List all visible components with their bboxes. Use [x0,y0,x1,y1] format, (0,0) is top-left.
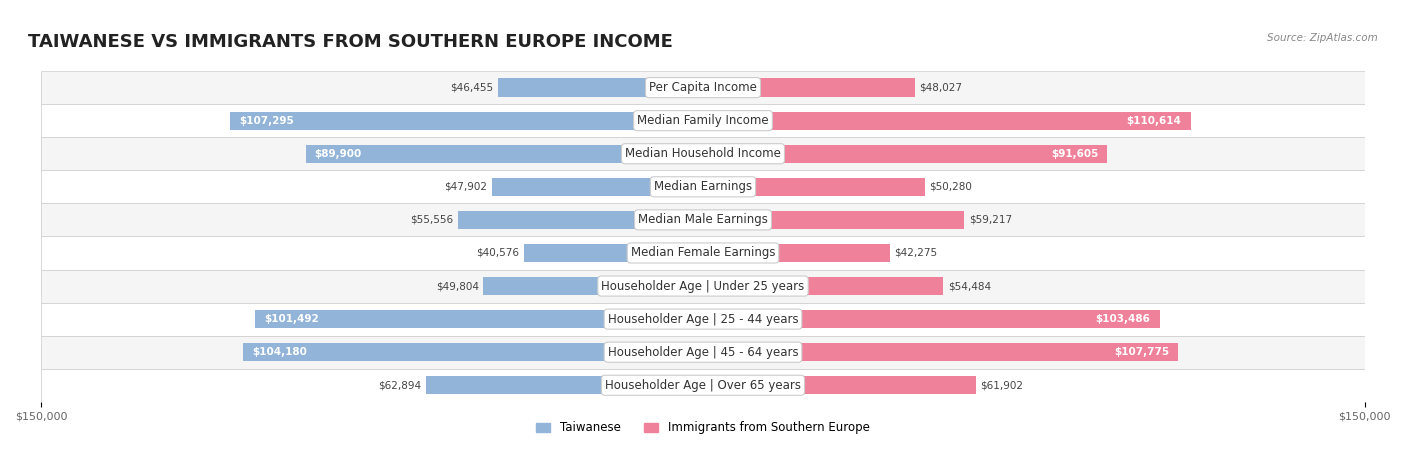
Text: Householder Age | Under 25 years: Householder Age | Under 25 years [602,280,804,292]
Bar [703,310,1160,328]
Text: Median Female Earnings: Median Female Earnings [631,247,775,260]
Bar [498,78,703,97]
Bar [41,336,1365,369]
Bar [229,112,703,130]
Text: $59,217: $59,217 [969,215,1012,225]
Text: Median Earnings: Median Earnings [654,180,752,193]
Text: $46,455: $46,455 [450,83,494,92]
Text: $104,180: $104,180 [253,347,308,357]
Bar [41,71,1365,104]
Bar [41,269,1365,303]
Bar [426,376,703,394]
Text: $107,775: $107,775 [1114,347,1168,357]
Bar [41,104,1365,137]
Text: Median Male Earnings: Median Male Earnings [638,213,768,226]
Text: Median Household Income: Median Household Income [626,147,780,160]
Bar [492,178,703,196]
Bar [484,277,703,295]
Bar [703,178,925,196]
Bar [703,343,1178,361]
Text: $49,804: $49,804 [436,281,479,291]
Bar [41,369,1365,402]
Text: $62,894: $62,894 [378,380,422,390]
Text: $110,614: $110,614 [1126,116,1181,126]
Bar [458,211,703,229]
Bar [307,145,703,163]
Bar [703,112,1191,130]
Text: $50,280: $50,280 [929,182,972,192]
Text: $91,605: $91,605 [1052,149,1099,159]
Text: $89,900: $89,900 [315,149,361,159]
Text: Median Family Income: Median Family Income [637,114,769,127]
Text: $54,484: $54,484 [948,281,991,291]
Text: Source: ZipAtlas.com: Source: ZipAtlas.com [1267,33,1378,42]
Bar [243,343,703,361]
Bar [703,211,965,229]
Bar [703,277,943,295]
Bar [703,78,915,97]
Text: $107,295: $107,295 [239,116,294,126]
Text: Householder Age | Over 65 years: Householder Age | Over 65 years [605,379,801,392]
Text: $47,902: $47,902 [444,182,488,192]
Text: $101,492: $101,492 [264,314,319,324]
Bar [256,310,703,328]
Text: $55,556: $55,556 [411,215,454,225]
Text: Householder Age | 25 - 44 years: Householder Age | 25 - 44 years [607,312,799,325]
Text: Householder Age | 45 - 64 years: Householder Age | 45 - 64 years [607,346,799,359]
Text: $42,275: $42,275 [894,248,936,258]
Text: TAIWANESE VS IMMIGRANTS FROM SOUTHERN EUROPE INCOME: TAIWANESE VS IMMIGRANTS FROM SOUTHERN EU… [28,33,673,51]
Bar [524,244,703,262]
Bar [703,145,1107,163]
Text: $103,486: $103,486 [1095,314,1150,324]
Text: $61,902: $61,902 [980,380,1024,390]
Legend: Taiwanese, Immigrants from Southern Europe: Taiwanese, Immigrants from Southern Euro… [531,417,875,439]
Bar [41,137,1365,170]
Text: $40,576: $40,576 [477,248,520,258]
Bar [41,303,1365,336]
Text: $48,027: $48,027 [920,83,962,92]
Bar [41,203,1365,236]
Bar [41,236,1365,269]
Bar [703,376,976,394]
Bar [703,244,890,262]
Bar [41,170,1365,203]
Text: Per Capita Income: Per Capita Income [650,81,756,94]
